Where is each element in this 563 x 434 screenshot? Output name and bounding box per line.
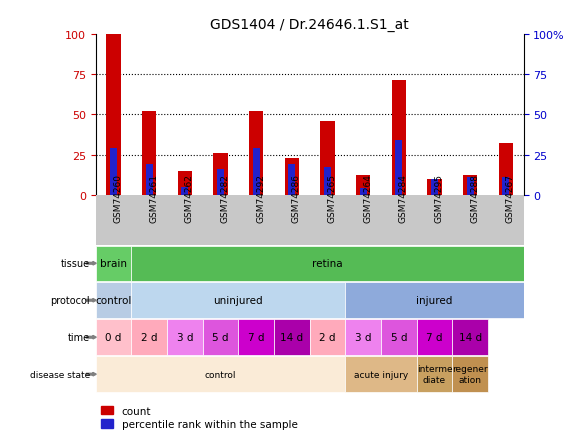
Bar (131, 320, 167, 355)
Text: acute injury: acute injury (354, 370, 408, 379)
Bar (427, 179, 441, 195)
Text: disease state: disease state (30, 370, 90, 379)
Bar (467, 178, 473, 195)
Text: GSM74264: GSM74264 (363, 174, 372, 222)
Bar (178, 171, 192, 195)
Bar (381, 320, 417, 355)
Bar (463, 176, 477, 195)
Text: retina: retina (312, 259, 343, 269)
Bar (96, 320, 131, 355)
Text: brain: brain (100, 259, 127, 269)
Text: tissue: tissue (61, 259, 90, 269)
Text: time: time (68, 332, 90, 342)
Text: GSM74260: GSM74260 (114, 173, 123, 222)
Text: GSM74267: GSM74267 (506, 173, 515, 222)
Bar (96, 246, 131, 281)
Bar (360, 189, 367, 195)
Text: GSM74284: GSM74284 (399, 174, 408, 222)
Title: GDS1404 / Dr.24646.1.S1_at: GDS1404 / Dr.24646.1.S1_at (210, 18, 409, 32)
Text: protocol: protocol (51, 296, 90, 306)
Text: GSM74261: GSM74261 (149, 173, 158, 222)
Bar (217, 170, 224, 195)
Bar (345, 357, 417, 392)
Text: 5 d: 5 d (212, 332, 229, 342)
Bar (213, 154, 227, 195)
Text: GSM74295: GSM74295 (435, 173, 444, 222)
Text: 14 d: 14 d (280, 332, 303, 342)
Bar (502, 178, 510, 195)
Text: GSM74288: GSM74288 (470, 173, 479, 222)
Text: 2 d: 2 d (319, 332, 336, 342)
Bar (253, 149, 260, 195)
Bar (238, 320, 274, 355)
Text: injured: injured (416, 296, 453, 306)
Bar (417, 357, 452, 392)
Bar (131, 283, 345, 318)
Bar (320, 122, 334, 195)
Text: GSM74262: GSM74262 (185, 174, 194, 222)
Text: 7 d: 7 d (248, 332, 265, 342)
Text: GSM74286: GSM74286 (292, 173, 301, 222)
Text: interme
diate: interme diate (417, 365, 452, 384)
Bar (181, 187, 189, 195)
Bar (310, 320, 345, 355)
Bar (452, 320, 488, 355)
Text: 2 d: 2 d (141, 332, 158, 342)
Text: GSM74282: GSM74282 (221, 174, 230, 222)
Bar (395, 141, 403, 195)
Bar (203, 320, 238, 355)
Bar (106, 35, 120, 195)
Legend: count, percentile rank within the sample: count, percentile rank within the sample (101, 406, 298, 429)
Bar (417, 320, 452, 355)
Bar (499, 144, 513, 195)
Bar (285, 158, 299, 195)
Text: GSM74292: GSM74292 (256, 174, 265, 222)
Text: 3 d: 3 d (355, 332, 372, 342)
Text: regener
ation: regener ation (452, 365, 488, 384)
Bar (167, 320, 203, 355)
Bar (356, 176, 370, 195)
Bar (274, 320, 310, 355)
Text: control: control (205, 370, 236, 379)
Bar (146, 165, 153, 195)
Text: 14 d: 14 d (458, 332, 482, 342)
Bar (452, 357, 488, 392)
Bar (96, 283, 131, 318)
Bar (96, 357, 345, 392)
Bar (249, 112, 263, 195)
Bar (345, 283, 524, 318)
Text: 5 d: 5 d (391, 332, 407, 342)
Bar (392, 81, 406, 195)
Text: 3 d: 3 d (177, 332, 193, 342)
Text: 7 d: 7 d (426, 332, 443, 342)
Text: control: control (95, 296, 132, 306)
Text: GSM74265: GSM74265 (328, 173, 337, 222)
Bar (142, 112, 157, 195)
Bar (324, 168, 331, 195)
Bar (431, 179, 438, 195)
Text: uninjured: uninjured (213, 296, 263, 306)
Text: 0 d: 0 d (105, 332, 122, 342)
Bar (345, 320, 381, 355)
Bar (288, 165, 296, 195)
Bar (110, 149, 117, 195)
